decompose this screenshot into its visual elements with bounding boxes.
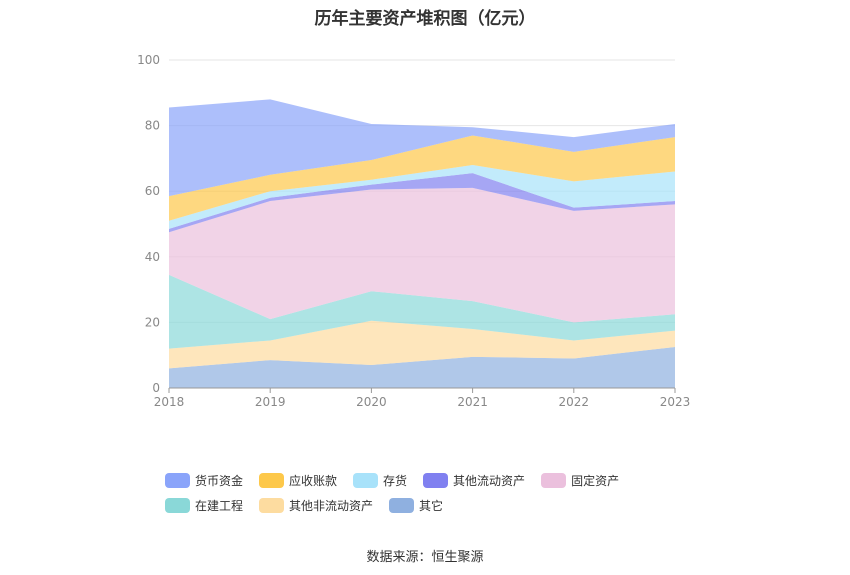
- legend-item[interactable]: 在建工程: [165, 497, 243, 514]
- area-series-layer: [168, 99, 676, 388]
- x-tick-label: 2022: [559, 395, 590, 409]
- x-tick-label: 2020: [356, 395, 387, 409]
- legend-item[interactable]: 货币资金: [165, 472, 243, 489]
- area-series-2: [169, 274, 675, 349]
- area-series-3: [169, 187, 675, 323]
- legend-label: 固定资产: [571, 474, 620, 488]
- legend-label: 货币资金: [195, 474, 244, 488]
- legend-swatch: [541, 473, 567, 488]
- y-tick-label: 40: [145, 250, 160, 264]
- axes: 0 20 40 60 80 100 2018 2019 2020 2021 2022 2023: [137, 53, 690, 409]
- area-series-5: [169, 164, 675, 229]
- data-source: 数据来源：恒生聚源: [366, 550, 484, 565]
- legend-swatch: [353, 473, 379, 488]
- legend-label: 在建工程: [195, 499, 244, 513]
- x-tick-label: 2019: [255, 395, 286, 409]
- x-tick-label: 2023: [660, 395, 691, 409]
- area-series-6: [169, 135, 675, 221]
- legend-label: 其它: [419, 499, 444, 513]
- area-series-1: [169, 320, 675, 369]
- y-tick-label: 0: [152, 381, 160, 395]
- y-tick-label: 80: [145, 119, 160, 133]
- legend-item[interactable]: 其他流动资产: [423, 472, 525, 489]
- legend-swatch: [165, 473, 190, 488]
- legend-item[interactable]: 应收账款: [259, 472, 337, 489]
- legend-item[interactable]: 存货: [353, 472, 407, 489]
- y-tick-label: 100: [137, 53, 160, 67]
- legend-swatch: [259, 498, 285, 513]
- area-series-7: [169, 99, 675, 197]
- legend-swatch: [259, 473, 285, 488]
- chart-legend: 货币资金 应收账款 存货 其他流动资产 固定资产在建工程 其他非流动资产 其它: [165, 472, 725, 514]
- legend-swatch: [423, 473, 449, 488]
- x-tick-label: 2018: [154, 395, 185, 409]
- legend-label: 其他非流动资产: [289, 499, 374, 513]
- legend-label: 应收账款: [289, 474, 338, 488]
- y-tick-label: 60: [145, 184, 160, 198]
- x-tick-label: 2021: [457, 395, 488, 409]
- area-series-0: [169, 347, 675, 388]
- legend-item[interactable]: 其它: [389, 497, 443, 514]
- area-series-4: [169, 173, 675, 233]
- legend-item[interactable]: 其他非流动资产: [259, 497, 373, 514]
- y-tick-label: 20: [145, 315, 160, 329]
- legend-item[interactable]: 固定资产: [541, 472, 619, 489]
- chart-title: 历年主要资产堆积图（亿元）: [314, 9, 536, 29]
- legend-swatch: [165, 498, 190, 513]
- legend-label: 其他流动资产: [453, 474, 526, 488]
- stacked-area-chart: 0 20 40 60 80 100 2018 2019 2020 2021 2022 2023: [137, 53, 690, 409]
- legend-swatch: [389, 498, 415, 513]
- legend-label: 存货: [383, 474, 408, 488]
